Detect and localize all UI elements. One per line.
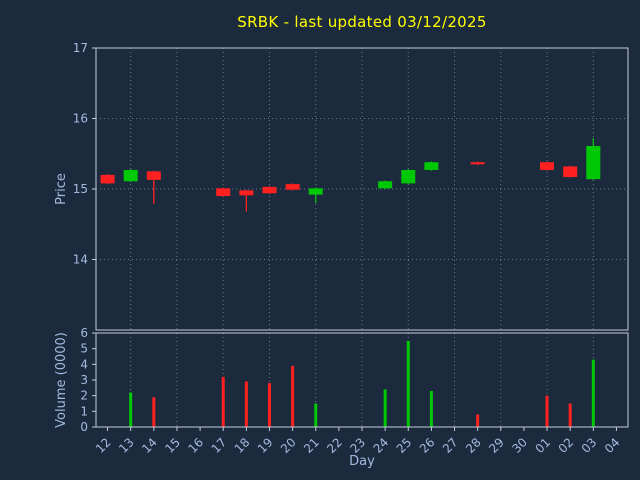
price-tick-label-17: 17 bbox=[73, 41, 88, 55]
price-tick-label-14: 14 bbox=[73, 253, 88, 267]
volume-tick-label-6: 6 bbox=[80, 326, 88, 340]
x-tick-label-21: 21 bbox=[301, 435, 322, 456]
volume-bar-19 bbox=[267, 383, 271, 427]
candle-body-01 bbox=[540, 162, 555, 170]
x-tick-label-14: 14 bbox=[139, 435, 160, 456]
x-tick-label-02: 02 bbox=[556, 435, 577, 456]
x-tick-label-16: 16 bbox=[186, 435, 207, 456]
candle-body-19 bbox=[262, 186, 277, 194]
x-tick-label-30: 30 bbox=[509, 435, 530, 456]
x-tick-label-22: 22 bbox=[324, 435, 345, 456]
volume-bar-26 bbox=[429, 390, 433, 427]
day-axis-label: Day bbox=[349, 454, 375, 469]
candle-body-24 bbox=[378, 181, 393, 189]
volume-tick-label-2: 2 bbox=[80, 389, 88, 403]
volume-bar-24 bbox=[383, 389, 387, 427]
x-tick-label-26: 26 bbox=[417, 435, 438, 456]
x-tick-label-27: 27 bbox=[440, 435, 461, 456]
x-tick-label-18: 18 bbox=[232, 435, 253, 456]
volume-tick-label-3: 3 bbox=[80, 373, 88, 387]
candle-body-02 bbox=[563, 166, 578, 178]
x-tick-label-01: 01 bbox=[532, 435, 553, 456]
volume-bar-28 bbox=[476, 414, 480, 427]
candle-body-18 bbox=[239, 190, 254, 196]
x-tick-label-19: 19 bbox=[255, 435, 276, 456]
candle-body-26 bbox=[424, 162, 439, 170]
price-tick-label-15: 15 bbox=[73, 182, 88, 196]
x-tick-label-23: 23 bbox=[347, 435, 368, 456]
x-tick-label-04: 04 bbox=[602, 435, 623, 456]
x-tick-label-03: 03 bbox=[579, 435, 600, 456]
volume-bar-25 bbox=[406, 340, 410, 427]
x-tick-label-13: 13 bbox=[116, 435, 137, 456]
volume-bar-18 bbox=[244, 381, 248, 427]
x-tick-label-17: 17 bbox=[209, 435, 230, 456]
x-tick-label-12: 12 bbox=[93, 435, 114, 456]
volume-bar-13 bbox=[129, 392, 133, 427]
volume-tick-label-5: 5 bbox=[80, 342, 88, 356]
x-tick-label-29: 29 bbox=[486, 435, 507, 456]
price-tick-label-16: 16 bbox=[73, 112, 88, 126]
candle-body-14 bbox=[146, 171, 161, 180]
candle-body-12 bbox=[100, 174, 115, 184]
candle-body-25 bbox=[401, 169, 416, 184]
volume-tick-label-0: 0 bbox=[80, 420, 88, 434]
volume-bar-01 bbox=[545, 395, 549, 427]
x-tick-label-28: 28 bbox=[463, 435, 484, 456]
volume-bar-02 bbox=[568, 403, 572, 427]
chart-title: SRBK - last updated 03/12/2025 bbox=[237, 13, 487, 31]
x-tick-label-24: 24 bbox=[371, 435, 392, 456]
x-tick-label-25: 25 bbox=[394, 435, 415, 456]
candle-body-20 bbox=[285, 184, 300, 190]
x-tick-label-15: 15 bbox=[162, 435, 183, 456]
candle-body-13 bbox=[123, 169, 138, 182]
candle-body-28 bbox=[470, 162, 485, 165]
volume-tick-label-4: 4 bbox=[80, 357, 88, 371]
candle-body-17 bbox=[216, 188, 231, 197]
volume-bar-21 bbox=[314, 403, 318, 427]
volume-bar-03 bbox=[591, 359, 595, 427]
volume-tick-label-1: 1 bbox=[80, 404, 88, 418]
volume-bar-20 bbox=[291, 365, 295, 427]
candle-body-03 bbox=[586, 145, 601, 180]
x-tick-label-20: 20 bbox=[278, 435, 299, 456]
candle-body-21 bbox=[308, 188, 323, 195]
volume-bar-14 bbox=[152, 397, 156, 427]
volume-bar-17 bbox=[221, 376, 225, 427]
